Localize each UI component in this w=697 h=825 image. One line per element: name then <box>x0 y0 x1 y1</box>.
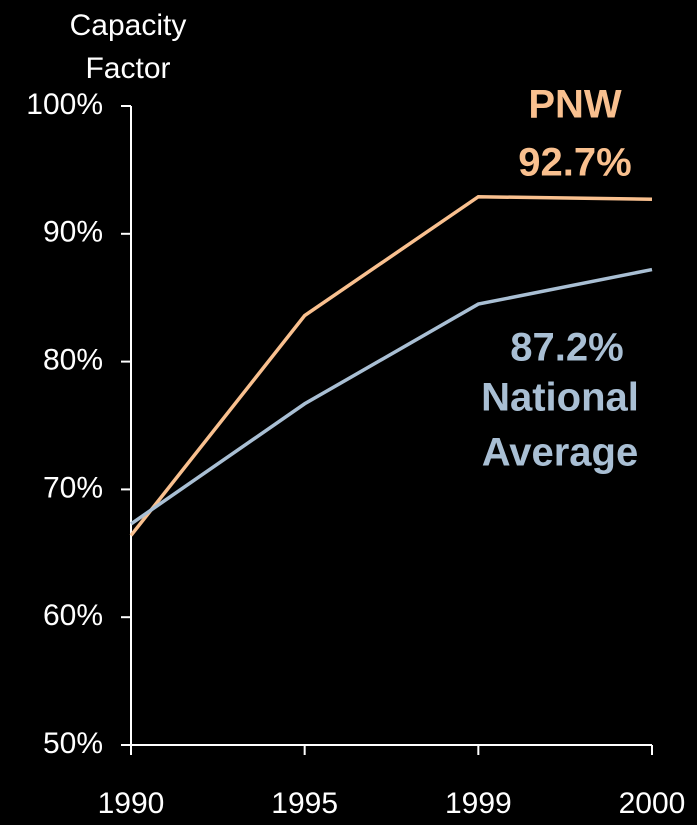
annotation: 87.2% <box>510 326 623 370</box>
y-tick-label: 90% <box>43 216 103 249</box>
x-tick-label: 1999 <box>445 787 512 820</box>
y-tick-label: 80% <box>43 344 103 377</box>
y-tick-label: 50% <box>43 727 103 760</box>
y-tick-label: 60% <box>43 599 103 632</box>
y-axis-label: Capacity <box>70 9 187 42</box>
y-tick-label: 70% <box>43 471 103 504</box>
x-tick-label: 1990 <box>98 787 165 820</box>
y-tick-label: 100% <box>26 88 103 121</box>
x-tick-label: 1995 <box>271 787 338 820</box>
y-axis-label: Factor <box>85 52 170 85</box>
annotation: PNW <box>528 83 622 127</box>
annotation: Average <box>482 431 638 475</box>
annotation: 92.7% <box>518 141 631 185</box>
x-tick-label: 2000 <box>619 787 686 820</box>
annotation: National <box>481 376 639 420</box>
line-series <box>129 194 653 537</box>
line-series <box>130 267 653 526</box>
